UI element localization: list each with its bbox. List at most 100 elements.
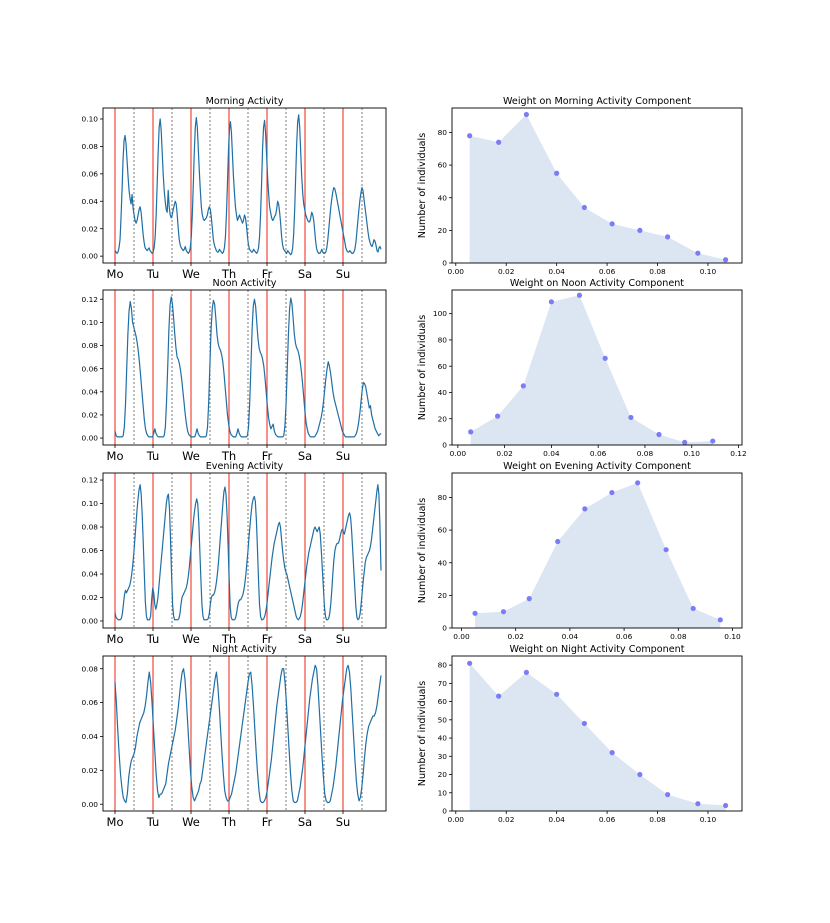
day-tick-label: Sa bbox=[298, 815, 312, 829]
data-point bbox=[682, 439, 688, 445]
data-point bbox=[467, 133, 473, 139]
y-tick-label: 0.10 bbox=[82, 115, 99, 124]
y-tick-label: 0 bbox=[442, 259, 447, 268]
day-tick-label: Mo bbox=[107, 267, 124, 281]
y-tick-label: 0.08 bbox=[82, 341, 99, 350]
plot-frame bbox=[102, 107, 387, 264]
x-tick-label: 0.10 bbox=[700, 267, 717, 276]
data-point bbox=[554, 691, 560, 697]
y-tick-label: 60 bbox=[438, 362, 448, 371]
data-point bbox=[723, 802, 729, 809]
plot-frame bbox=[451, 289, 743, 446]
y-tick-label: 0 bbox=[442, 441, 447, 450]
y-tick-label: 80 bbox=[438, 661, 448, 670]
data-point bbox=[723, 257, 729, 263]
data-point bbox=[695, 801, 701, 807]
y-tick-label: 0 bbox=[442, 624, 447, 633]
y-tick-label: 60 bbox=[438, 526, 448, 535]
data-point bbox=[496, 693, 502, 699]
data-point bbox=[665, 791, 671, 798]
y-tick-label: 70 bbox=[438, 679, 448, 688]
chart-title: Morning Activity bbox=[206, 96, 284, 107]
x-tick-label: 0.06 bbox=[599, 267, 616, 276]
y-tick-label: 0.08 bbox=[82, 664, 99, 673]
x-tick-label: 0.00 bbox=[453, 632, 470, 641]
plot-frame bbox=[102, 472, 387, 629]
day-tick-label: Tu bbox=[146, 632, 160, 646]
day-tick-label: Th bbox=[221, 267, 236, 281]
data-point bbox=[581, 720, 587, 727]
y-tick-label: 40 bbox=[438, 734, 448, 743]
x-tick-label: 0.10 bbox=[724, 632, 741, 641]
y-tick-label: 0.10 bbox=[82, 318, 99, 327]
y-tick-label: 100 bbox=[433, 309, 447, 318]
y-tick-label: 0 bbox=[442, 807, 447, 816]
y-tick-label: 40 bbox=[438, 193, 448, 202]
day-tick-label: Th bbox=[221, 815, 236, 829]
chart-title: Weight on Noon Activity Component bbox=[510, 278, 684, 289]
plot-frame bbox=[451, 472, 743, 629]
day-tick-label: Mo bbox=[107, 815, 124, 829]
data-point bbox=[690, 605, 696, 612]
y-tick-label: 50 bbox=[438, 715, 448, 724]
y-axis-label: Number of individuals bbox=[417, 315, 428, 420]
y-tick-label: 0.04 bbox=[82, 197, 99, 206]
data-point bbox=[602, 355, 608, 361]
dist-noon-chart: 0.00 0.02 0.04 0.06 0.08 0.10 0.12 0 20 40 60 80 100… bbox=[417, 278, 747, 458]
y-tick-label: 0.02 bbox=[82, 411, 98, 420]
y-tick-label: 0.00 bbox=[82, 434, 99, 443]
x-tick-label: 0.12 bbox=[730, 449, 746, 458]
data-point bbox=[609, 750, 615, 756]
data-point bbox=[496, 139, 502, 145]
day-tick-label: We bbox=[182, 449, 200, 463]
x-tick-label: 0.04 bbox=[548, 267, 565, 276]
y-axis-label: Number of individuals bbox=[417, 498, 428, 603]
data-point bbox=[609, 221, 615, 227]
ts-evening-chart: Mo Tu We Th Fr Sa Su 0.00 0.02 0.04 0.06 0.08 0.10 0.… bbox=[82, 461, 387, 646]
x-tick-label: 0.10 bbox=[683, 449, 700, 458]
data-point bbox=[548, 299, 554, 305]
day-tick-label: Su bbox=[336, 632, 351, 646]
x-tick-label: 0.02 bbox=[496, 449, 512, 458]
y-tick-label: 80 bbox=[438, 493, 448, 502]
y-tick-label: 20 bbox=[438, 226, 448, 235]
y-tick-label: 0.02 bbox=[82, 224, 98, 233]
distribution-area bbox=[469, 114, 726, 263]
data-point bbox=[637, 771, 643, 778]
day-tick-label: We bbox=[182, 815, 200, 829]
y-tick-label: 10 bbox=[438, 788, 448, 797]
y-tick-label: 80 bbox=[438, 336, 448, 345]
x-tick-label: 0.00 bbox=[450, 449, 467, 458]
plot-frame bbox=[451, 655, 743, 812]
day-tick-label: Sa bbox=[298, 632, 312, 646]
x-tick-label: 0.00 bbox=[448, 267, 465, 276]
day-tick-label: Th bbox=[221, 632, 236, 646]
activity-series-line bbox=[114, 484, 382, 621]
y-tick-label: 20 bbox=[438, 770, 448, 779]
ts-morning-chart: Mo Tu We Th Fr Sa Su 0.00 0.02 0.04 0.06 0.08 0.10 Mo… bbox=[82, 96, 387, 281]
dist-night-chart: 0.00 0.02 0.04 0.06 0.08 0.10 0 10 20 30 40 50 60 70 8… bbox=[417, 644, 743, 824]
y-tick-label: 40 bbox=[438, 388, 448, 397]
y-tick-label: 0.02 bbox=[82, 766, 98, 775]
y-tick-label: 0.02 bbox=[82, 593, 98, 602]
y-tick-label: 0.00 bbox=[82, 800, 99, 809]
data-point bbox=[468, 429, 474, 435]
y-tick-label: 0.08 bbox=[82, 523, 99, 532]
data-point bbox=[695, 250, 701, 256]
data-point bbox=[637, 227, 643, 233]
chart-title: Weight on Night Activity Component bbox=[510, 644, 685, 655]
x-tick-label: 0.02 bbox=[498, 267, 514, 276]
y-tick-label: 20 bbox=[438, 414, 448, 423]
distribution-area bbox=[475, 482, 721, 628]
day-tick-label: Su bbox=[336, 267, 351, 281]
data-point bbox=[710, 438, 716, 444]
y-tick-label: 0.00 bbox=[82, 617, 99, 626]
data-point bbox=[520, 383, 526, 389]
x-tick-label: 0.04 bbox=[562, 632, 579, 641]
ts-noon-chart: Mo Tu We Th Fr Sa Su 0.00 0.02 0.04 0.06 0.08 0.10 0.… bbox=[82, 278, 387, 463]
data-point bbox=[576, 292, 583, 298]
day-tick-label: We bbox=[182, 632, 200, 646]
x-tick-label: 0.02 bbox=[498, 815, 514, 824]
y-tick-label: 0.08 bbox=[82, 142, 99, 151]
